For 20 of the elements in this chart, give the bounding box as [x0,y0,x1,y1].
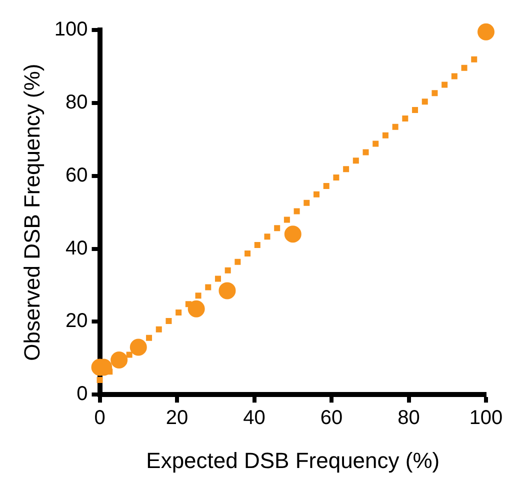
x-tick-label: 80 [398,407,420,430]
y-tick-label: 60 [66,164,88,186]
point [110,351,128,368]
point [284,226,302,243]
point [188,300,205,318]
x-tick-label: 40 [243,407,266,430]
y-tick-label: 80 [66,91,88,114]
y-tick-label: 20 [66,310,88,332]
x-tick-label: 20 [166,407,188,430]
x-tick-label: 100 [469,407,503,430]
y-tick-label: 40 [66,237,88,260]
y-tick-label: 0 [76,383,88,406]
x-axis-title: Expected DSB Frequency (%) [146,448,440,473]
y-tick-label: 100 [54,18,88,41]
x-tick-label: 0 [94,407,106,430]
point [218,282,236,300]
x-tick-label: 60 [320,407,343,430]
point [478,23,494,40]
y-axis-title: Observed DSB Frequency (%) [19,64,44,361]
point [130,338,147,356]
